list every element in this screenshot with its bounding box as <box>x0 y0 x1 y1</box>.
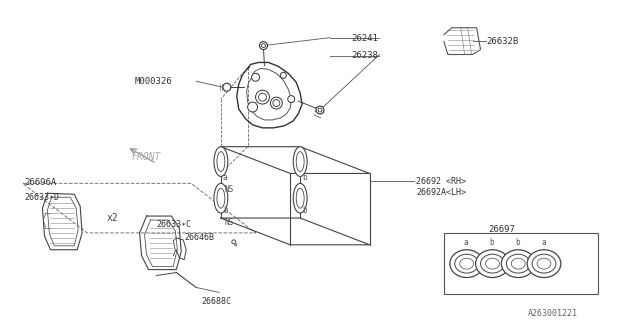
Text: a: a <box>223 173 227 182</box>
Circle shape <box>318 108 322 112</box>
Text: 26696A: 26696A <box>25 179 57 188</box>
Ellipse shape <box>296 152 304 172</box>
Ellipse shape <box>537 258 551 269</box>
Ellipse shape <box>506 254 530 273</box>
Ellipse shape <box>527 250 561 277</box>
Ellipse shape <box>217 152 225 172</box>
Text: b: b <box>302 173 307 182</box>
Circle shape <box>252 73 260 81</box>
Text: 26632B: 26632B <box>486 37 519 46</box>
Text: A263001221: A263001221 <box>528 309 578 318</box>
Text: b: b <box>302 206 307 215</box>
Ellipse shape <box>511 258 525 269</box>
Circle shape <box>280 72 286 78</box>
Text: 26688C: 26688C <box>201 297 231 306</box>
Circle shape <box>316 106 324 114</box>
Bar <box>444 233 598 294</box>
Text: a: a <box>541 238 546 247</box>
Text: 26241: 26241 <box>352 34 379 43</box>
Ellipse shape <box>293 183 307 213</box>
Circle shape <box>273 100 280 107</box>
Ellipse shape <box>214 147 228 176</box>
Circle shape <box>255 90 269 104</box>
Text: b: b <box>490 238 494 247</box>
Ellipse shape <box>217 188 225 208</box>
Text: b: b <box>223 206 227 215</box>
Text: 26692 <RH>: 26692 <RH> <box>416 177 466 187</box>
Ellipse shape <box>460 258 474 269</box>
Ellipse shape <box>450 250 484 277</box>
Text: NS: NS <box>225 185 234 194</box>
Text: FRONT: FRONT <box>132 152 161 162</box>
Ellipse shape <box>214 183 228 213</box>
Text: x2: x2 <box>107 213 118 223</box>
Circle shape <box>259 93 266 101</box>
Text: 26697: 26697 <box>488 225 515 234</box>
Circle shape <box>223 83 231 91</box>
Text: 26692A<LH>: 26692A<LH> <box>416 188 466 197</box>
Text: NS: NS <box>225 218 234 227</box>
Ellipse shape <box>455 254 479 273</box>
Ellipse shape <box>476 250 509 277</box>
Text: 26633∗D: 26633∗D <box>25 193 60 202</box>
Ellipse shape <box>296 188 304 208</box>
Text: b: b <box>515 238 520 247</box>
Ellipse shape <box>532 254 556 273</box>
Text: 26646B: 26646B <box>184 233 214 242</box>
Circle shape <box>271 97 282 109</box>
Circle shape <box>260 42 268 50</box>
Circle shape <box>248 102 257 112</box>
Ellipse shape <box>486 258 499 269</box>
Circle shape <box>288 96 295 103</box>
Circle shape <box>262 44 266 48</box>
Ellipse shape <box>501 250 535 277</box>
Ellipse shape <box>293 147 307 176</box>
Text: 26238: 26238 <box>352 51 379 60</box>
Circle shape <box>232 240 236 244</box>
Text: a: a <box>464 238 468 247</box>
Ellipse shape <box>481 254 504 273</box>
Text: M000326: M000326 <box>134 77 172 86</box>
Text: 26633∗C: 26633∗C <box>156 220 191 229</box>
Circle shape <box>235 244 237 246</box>
